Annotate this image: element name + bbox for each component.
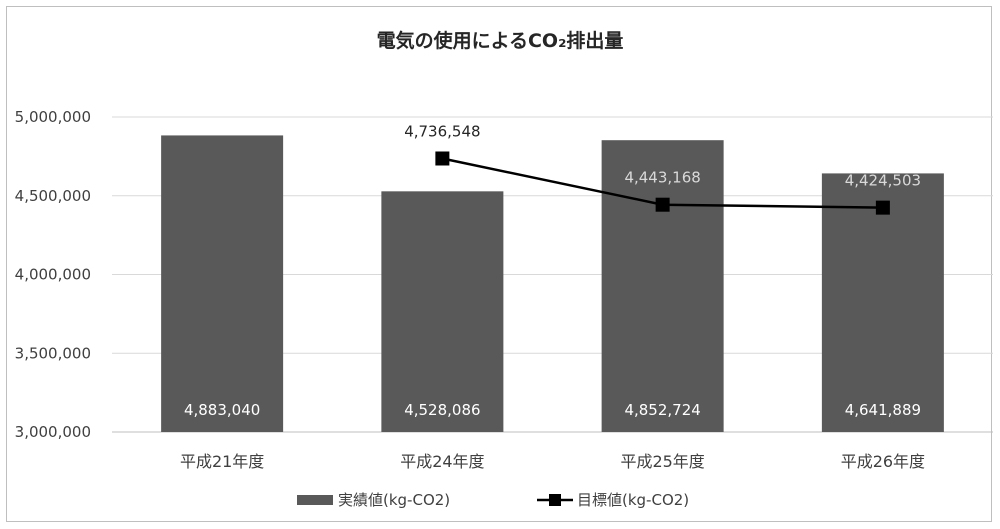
bar xyxy=(821,173,944,433)
bar-data-label: 4,852,724 xyxy=(624,401,700,419)
bar-data-label: 4,528,086 xyxy=(404,401,480,419)
bar-series: 4,883,040 4,528,086 4,852,724 4,641,889 xyxy=(161,135,944,433)
x-category-label: 平成24年度 xyxy=(400,452,484,471)
y-axis-ticks: 3,000,000 3,500,000 4,000,000 4,500,000 5,00… xyxy=(15,108,91,441)
bar xyxy=(601,140,724,432)
line-point-marker xyxy=(655,197,670,212)
x-category-label: 平成26年度 xyxy=(841,452,925,471)
chart-title: 電気の使用によるCO₂排出量 xyxy=(377,29,624,52)
bar-data-label: 4,641,889 xyxy=(845,401,921,419)
x-category-label: 平成25年度 xyxy=(620,452,704,471)
legend-line-marker xyxy=(549,494,561,506)
chart-frame: 電気の使用によるCO₂排出量 3,000,000 3,500,000 4,000,0… xyxy=(6,6,993,522)
bar xyxy=(381,191,504,432)
y-tick-label: 5,000,000 xyxy=(15,108,91,126)
y-tick-label: 3,500,000 xyxy=(15,344,91,362)
legend-line-label: 目標値(kg-CO2) xyxy=(577,491,689,509)
legend: 実績値(kg-CO2) 目標値(kg-CO2) xyxy=(297,491,689,509)
x-category-label: 平成21年度 xyxy=(180,452,264,471)
legend-bar-swatch xyxy=(297,495,333,505)
y-tick-label: 4,500,000 xyxy=(15,187,91,205)
line-data-label: 4,424,503 xyxy=(845,172,921,190)
y-tick-label: 3,000,000 xyxy=(15,423,91,441)
co2-emissions-chart: 電気の使用によるCO₂排出量 3,000,000 3,500,000 4,000,0… xyxy=(15,29,993,509)
y-tick-label: 4,000,000 xyxy=(15,266,91,284)
line-series: 4,736,548 4,443,168 4,424,503 xyxy=(404,122,921,215)
line-point-marker xyxy=(875,200,890,215)
legend-bar-label: 実績値(kg-CO2) xyxy=(338,491,450,509)
x-axis-categories: 平成21年度 平成24年度 平成25年度 平成26年度 xyxy=(180,452,925,471)
bar xyxy=(161,135,284,432)
line-data-label: 4,443,168 xyxy=(624,169,700,187)
line-point-marker xyxy=(435,151,450,166)
bar-data-label: 4,883,040 xyxy=(184,401,260,419)
line-data-label: 4,736,548 xyxy=(404,122,480,140)
